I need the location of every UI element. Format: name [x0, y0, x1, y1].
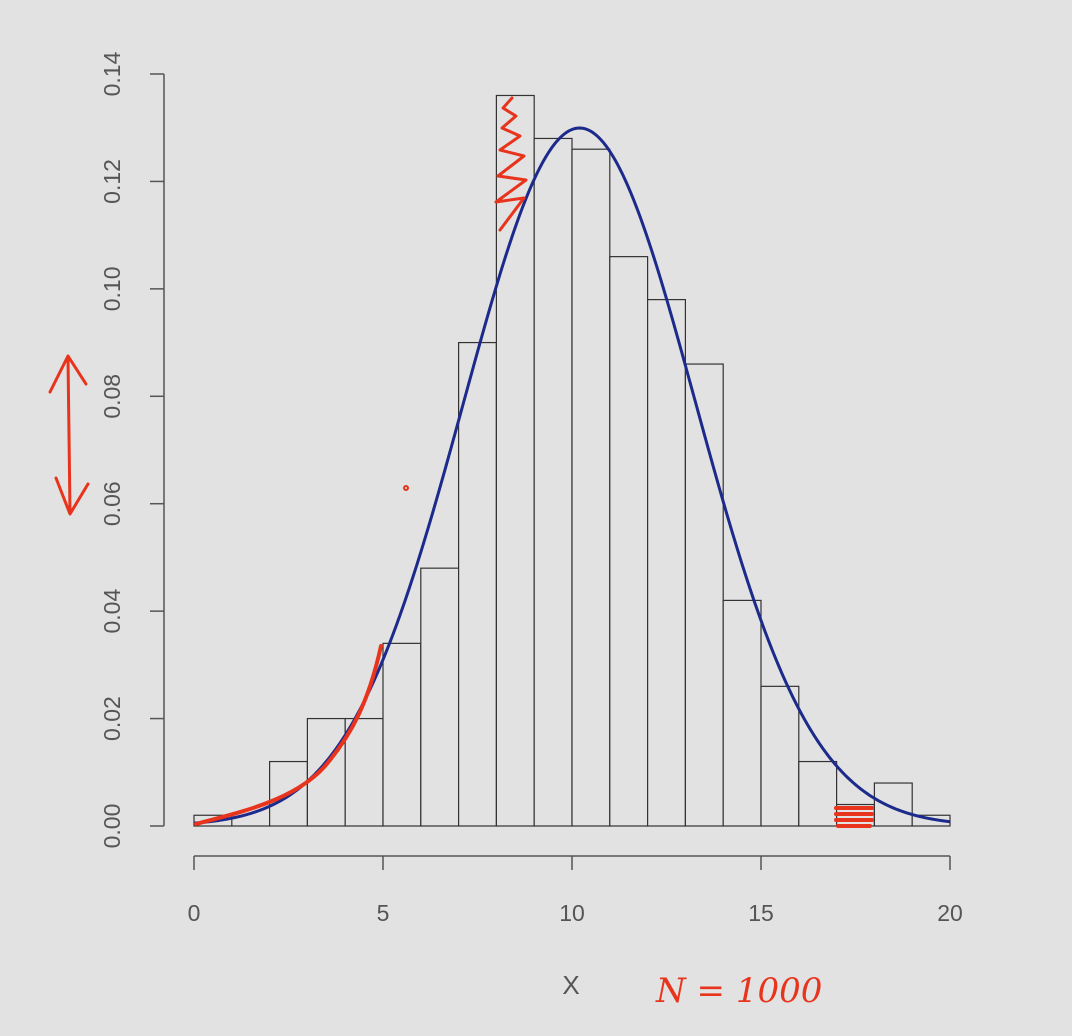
x-axis-title: X: [562, 970, 579, 1000]
x-tick-label: 5: [377, 900, 390, 926]
histogram-bar: [533, 137, 573, 827]
x-tick-label: 20: [937, 900, 963, 926]
histogram-bar: [798, 760, 838, 827]
histogram-bar: [458, 341, 498, 827]
y-tick-label: 0.12: [99, 159, 125, 204]
sample-size-note: N = 1000: [655, 971, 822, 1011]
scribble-annotation-tail: [834, 806, 874, 828]
histogram-bar: [495, 94, 535, 827]
histogram-bar: [306, 717, 346, 827]
y-tick-label: 0.14: [99, 51, 125, 96]
x-tick-label: 10: [559, 900, 585, 926]
histogram-bar: [571, 148, 611, 827]
scribble-annotation-peak: [494, 96, 528, 232]
ink-dot: [403, 485, 409, 491]
histogram-bar: [873, 782, 913, 827]
histogram-bar: [609, 256, 649, 827]
y-tick-label: 0.00: [99, 804, 125, 849]
histogram-bar: [760, 685, 800, 827]
y-axis: 0.00 0.02 0.04 0.06 0.08 0.10 0.12 0.14: [99, 51, 165, 849]
histogram-bar: [344, 717, 384, 827]
y-tick-label: 0.10: [99, 266, 125, 311]
histogram-bar: [382, 642, 422, 827]
y-tick-label: 0.04: [99, 589, 125, 634]
y-tick-label: 0.06: [99, 481, 125, 526]
histogram-bar: [684, 363, 724, 827]
x-tick-label: 15: [748, 900, 774, 926]
histogram-bar: [722, 599, 762, 827]
histogram-bar: [646, 299, 686, 827]
x-tick-label: 0: [188, 900, 201, 926]
y-tick-label: 0.08: [99, 374, 125, 419]
double-arrow-annotation: [48, 354, 90, 516]
x-axis: 0 5 10 15 20: [188, 855, 963, 926]
y-tick-label: 0.02: [99, 696, 125, 741]
tail-trace-annotation: [194, 644, 383, 826]
histogram-bars: [193, 94, 951, 827]
histogram-bar: [420, 567, 460, 827]
handwritten-annotations: N = 1000: [48, 96, 874, 1011]
